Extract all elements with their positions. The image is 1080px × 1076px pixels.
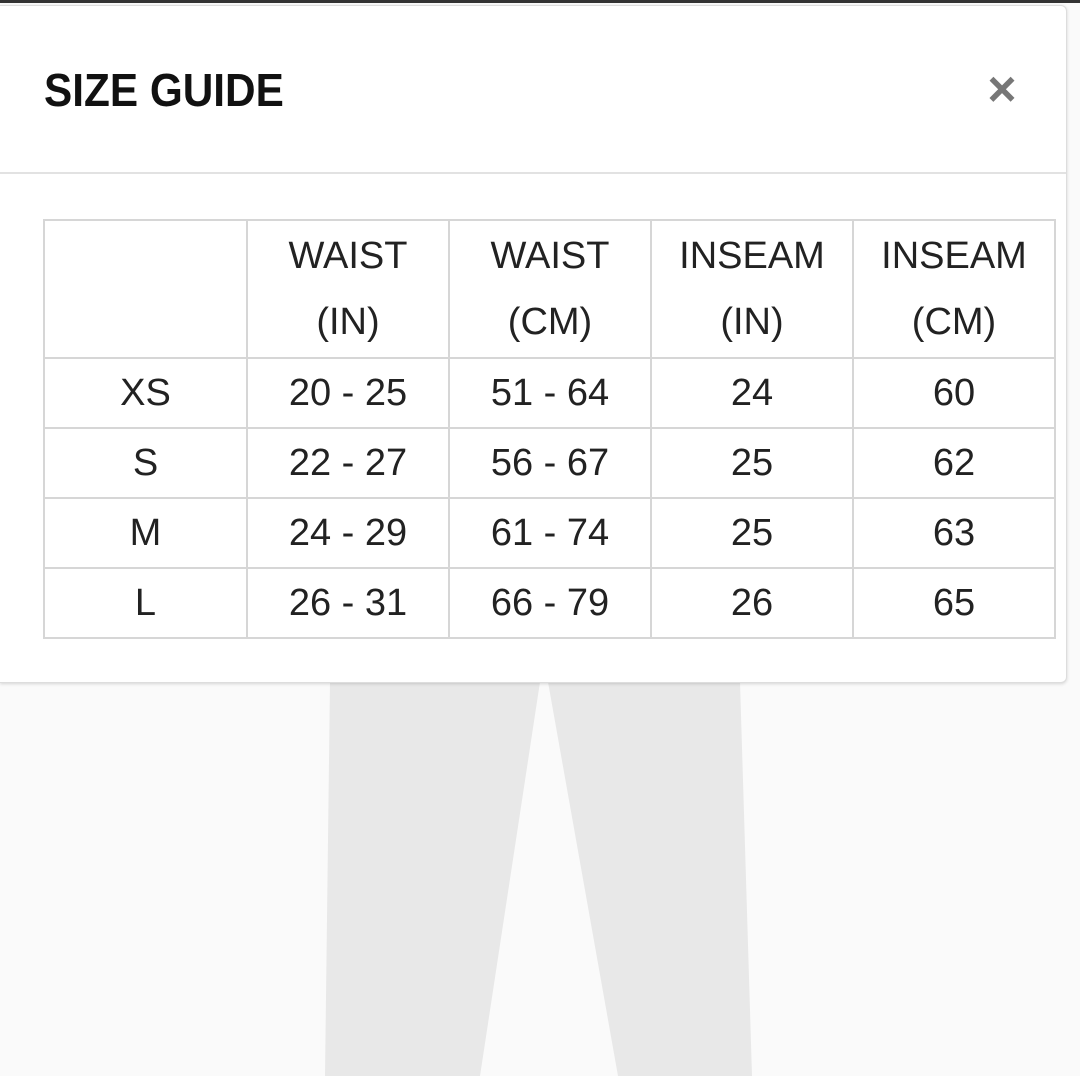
cell-inseam-cm: 65 [852, 567, 1056, 639]
close-icon[interactable]: × [987, 61, 1017, 117]
cell-waist-in: 24 - 29 [246, 497, 450, 569]
size-label: M [43, 497, 248, 569]
cell-waist-in: 26 - 31 [246, 567, 450, 639]
header-inseam-in: INSEAM (IN) [650, 219, 854, 359]
size-guide-modal: SIZE GUIDE × WAIST (IN) WAIST (CM) INSEAM (… [0, 5, 1067, 683]
header-unit: (CM) [911, 301, 997, 343]
cell-waist-cm: 66 - 79 [448, 567, 652, 639]
cell-waist-cm: 51 - 64 [448, 357, 652, 429]
pants-left-leg [325, 682, 540, 1076]
cell-waist-in: 22 - 27 [246, 427, 450, 499]
header-waist-in: WAIST (IN) [246, 219, 450, 359]
table-row: S 22 - 27 56 - 67 25 62 [43, 427, 1056, 499]
modal-header: SIZE GUIDE × [0, 6, 1066, 174]
table-row: XS 20 - 25 51 - 64 24 60 [43, 357, 1056, 429]
header-line: INSEAM [679, 235, 825, 277]
size-table: WAIST (IN) WAIST (CM) INSEAM (IN) INSEAM (CM… [43, 219, 1056, 639]
header-unit: (IN) [720, 301, 784, 343]
cell-inseam-in: 24 [650, 357, 854, 429]
header-line: INSEAM [881, 235, 1027, 277]
table-header-row: WAIST (IN) WAIST (CM) INSEAM (IN) INSEAM (CM… [43, 219, 1056, 359]
table-row: L 26 - 31 66 - 79 26 65 [43, 567, 1056, 639]
pants-right-leg [548, 682, 752, 1076]
header-line: WAIST [490, 235, 610, 277]
cell-inseam-cm: 63 [852, 497, 1056, 569]
header-line: WAIST [288, 235, 408, 277]
cell-inseam-cm: 62 [852, 427, 1056, 499]
cell-waist-cm: 61 - 74 [448, 497, 652, 569]
header-unit: (IN) [316, 301, 380, 343]
size-label: L [43, 567, 248, 639]
cell-waist-in: 20 - 25 [246, 357, 450, 429]
cell-inseam-cm: 60 [852, 357, 1056, 429]
table-row: M 24 - 29 61 - 74 25 63 [43, 497, 1056, 569]
header-cell-empty [43, 219, 248, 359]
header-unit: (CM) [507, 301, 593, 343]
modal-title: SIZE GUIDE [44, 64, 284, 116]
cell-inseam-in: 25 [650, 497, 854, 569]
cell-inseam-in: 26 [650, 567, 854, 639]
top-edge [0, 0, 1080, 3]
header-inseam-cm: INSEAM (CM) [852, 219, 1056, 359]
size-label: S [43, 427, 248, 499]
size-label: XS [43, 357, 248, 429]
cell-inseam-in: 25 [650, 427, 854, 499]
header-waist-cm: WAIST (CM) [448, 219, 652, 359]
cell-waist-cm: 56 - 67 [448, 427, 652, 499]
